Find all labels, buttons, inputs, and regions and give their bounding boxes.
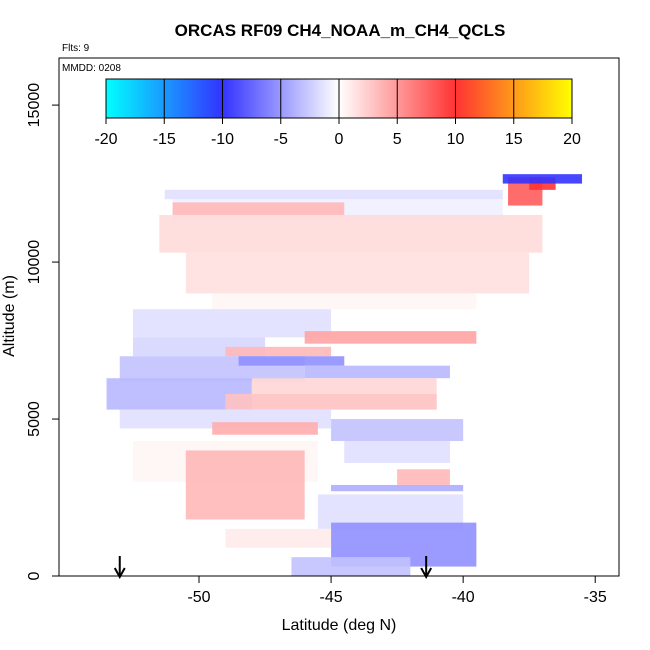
y-axis: 0 5000 10000 15000 bbox=[26, 83, 59, 580]
colorbar-tick-label: 15 bbox=[505, 131, 523, 148]
heat-band bbox=[212, 422, 318, 435]
arrow-head bbox=[113, 567, 126, 580]
heat-band bbox=[225, 528, 332, 548]
y-tick-label: 0 bbox=[26, 571, 43, 580]
colorbar-tick-label: -20 bbox=[94, 131, 117, 148]
x-tick-label: -35 bbox=[584, 589, 607, 606]
x-tick-label: -40 bbox=[452, 589, 475, 606]
heat-band bbox=[502, 174, 583, 184]
x-tick-label: -50 bbox=[187, 589, 210, 606]
heat-band bbox=[397, 469, 450, 485]
colorbar-tick-label: 20 bbox=[563, 131, 581, 148]
heat-band bbox=[304, 365, 450, 379]
colorbar-tick-label: 0 bbox=[335, 131, 344, 148]
heat-band bbox=[164, 189, 503, 200]
flight-arrows bbox=[113, 556, 433, 580]
heat-band bbox=[212, 293, 477, 310]
y-tick-label: 15000 bbox=[26, 83, 43, 128]
heat-band bbox=[172, 202, 345, 215]
date-label: MMDD: 0208 bbox=[62, 63, 121, 74]
chart-title: ORCAS RF09 CH4_NOAA_m_CH4_QCLS bbox=[175, 21, 506, 40]
flights-label: Flts: 9 bbox=[62, 43, 90, 54]
heat-band bbox=[331, 484, 464, 492]
y-axis-label: Altitude (m) bbox=[1, 275, 18, 357]
x-tick-label: -45 bbox=[320, 589, 343, 606]
arrow-head bbox=[420, 567, 433, 580]
heat-band bbox=[132, 309, 332, 338]
y-tick-label: 5000 bbox=[26, 401, 43, 437]
colorbar-tick-label: -5 bbox=[274, 131, 288, 148]
heat-band bbox=[291, 557, 411, 576]
heat-band bbox=[225, 393, 437, 410]
heat-band bbox=[304, 331, 477, 344]
x-axis: -50 -45 -40 -35 bbox=[187, 576, 607, 606]
x-axis-label: Latitude (deg N) bbox=[282, 617, 397, 634]
heat-band bbox=[159, 214, 543, 253]
y-tick-label: 10000 bbox=[26, 240, 43, 285]
colorbar-tick-label: -10 bbox=[211, 131, 234, 148]
colorbar-tick-label: -15 bbox=[153, 131, 176, 148]
colorbar-tick-label: 10 bbox=[447, 131, 465, 148]
colorbar-tick-label: 5 bbox=[393, 131, 402, 148]
plot-frame bbox=[58, 57, 620, 577]
heat-band bbox=[185, 450, 305, 520]
heat-band bbox=[238, 356, 345, 366]
colorbar: -20 -15 -10 -5 0 5 10 15 20 bbox=[94, 78, 581, 148]
heatmap-layer bbox=[106, 174, 583, 576]
heat-band bbox=[185, 252, 530, 294]
heat-band bbox=[251, 378, 437, 394]
heat-band bbox=[344, 441, 450, 463]
heat-band bbox=[331, 419, 464, 442]
heat-band bbox=[225, 346, 332, 357]
